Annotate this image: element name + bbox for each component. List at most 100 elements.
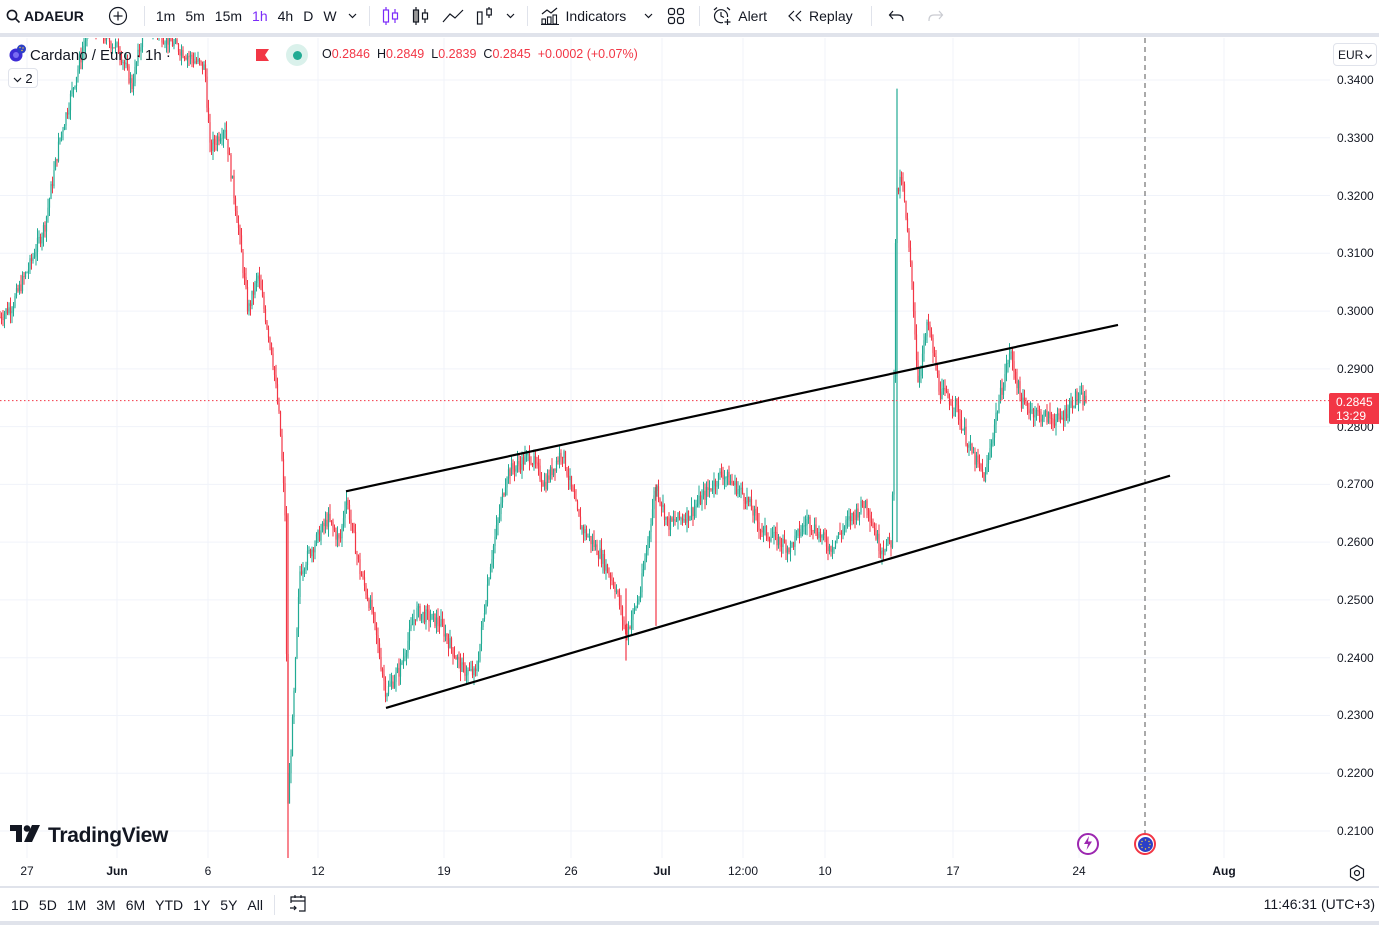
price-tick-label: 0.2100 — [1337, 824, 1374, 838]
interval-W[interactable]: W — [323, 8, 337, 24]
ohlc-value: 0.2839 — [438, 47, 477, 61]
price-tick-label: 0.2200 — [1337, 766, 1374, 781]
hollow-candles-button[interactable] — [406, 0, 436, 32]
ohlc-value: 0.2849 — [386, 47, 425, 61]
range-5y[interactable]: 5Y — [220, 896, 238, 913]
range-1m[interactable]: 1M — [66, 896, 87, 913]
candles-chart-type-button[interactable] — [376, 0, 406, 32]
toolbar-divider — [870, 6, 872, 26]
bars-icon — [476, 6, 494, 26]
time-tick-label: 27 — [20, 864, 34, 878]
range-all[interactable]: All — [247, 896, 263, 913]
line-chart-button[interactable] — [436, 0, 470, 32]
chevron-down-icon — [644, 11, 653, 22]
toolbar-divider — [368, 6, 370, 26]
price-tick-label: 0.3100 — [1337, 246, 1374, 261]
toolbar-divider — [273, 894, 275, 915]
range-1d[interactable]: 1D — [11, 896, 29, 913]
alert-button[interactable]: Alert — [706, 0, 773, 32]
ohlc-key: L — [431, 47, 439, 61]
rewind-icon — [787, 9, 803, 23]
layout-grid-icon — [667, 7, 685, 25]
price-tick-label: 0.3300 — [1337, 130, 1374, 145]
range-6m[interactable]: 6M — [125, 896, 146, 913]
price-tick-label: 0.2400 — [1337, 650, 1374, 665]
chart-type-dropdown-button[interactable] — [500, 0, 521, 32]
indicators-label: Indicators — [565, 8, 627, 24]
interval-1m[interactable]: 1m — [155, 8, 176, 24]
price-tick-label: 0.2600 — [1337, 535, 1374, 550]
undo-button[interactable] — [878, 0, 916, 32]
cardano-logo-icon — [8, 44, 26, 66]
time-tick-label: 19 — [437, 864, 451, 878]
legend-title[interactable]: Cardano / Euro · 1h · — [30, 46, 171, 64]
ohlc-values: O 0.2846 H 0.2849 L 0.2839 C 0.2845 +0.0002 (+0.… — [322, 47, 645, 61]
chart-canvas[interactable] — [0, 38, 1330, 858]
chevron-down-icon — [348, 11, 357, 22]
bars-chart-button[interactable] — [470, 0, 500, 32]
legend-collapse-button[interactable]: 2 — [8, 68, 38, 88]
price-tick-label: 0.3400 — [1337, 73, 1374, 87]
price-tick-label: 0.2700 — [1337, 477, 1374, 492]
watermark-text: TradingView — [48, 824, 169, 847]
top-toolbar: ADAEUR 1m 5m 15m 1h 4h D W Indi — [0, 0, 1379, 32]
symbol-search-button[interactable]: ADAEUR — [0, 0, 90, 32]
tradingview-watermark: TradingView — [10, 824, 168, 848]
tradingview-logo-icon — [10, 824, 48, 848]
redo-icon — [926, 9, 944, 23]
chevron-down-icon — [1365, 48, 1372, 62]
ohlc-key: C — [483, 47, 493, 61]
price-tick-label: 0.2300 — [1337, 708, 1374, 723]
redo-button[interactable] — [916, 0, 954, 32]
range-5d[interactable]: 5D — [38, 896, 57, 913]
bottom-toolbar: 1D 5D 1M 3M 6M YTD 1Y 5Y All — [0, 888, 1379, 921]
indicators-dropdown-button[interactable] — [632, 0, 661, 32]
time-tick-label: Jul — [653, 864, 671, 878]
flag-icon[interactable] — [256, 48, 269, 61]
eu-flag-icon — [1137, 836, 1153, 852]
price-axis[interactable]: 0.3400 0.3300 0.3200 0.3100 0.3000 0.2900 0.28… — [1330, 38, 1379, 858]
interval-15m[interactable]: 15m — [214, 8, 243, 24]
alert-label: Alert — [738, 8, 768, 24]
toolbar-divider — [143, 6, 145, 26]
toolbar-divider-bar — [0, 33, 1379, 37]
replay-label: Replay — [809, 8, 853, 24]
range-ytd[interactable]: YTD — [155, 896, 184, 913]
interval-dropdown-button[interactable] — [342, 0, 363, 32]
symbol-name: ADAEUR — [24, 8, 84, 24]
time-axis[interactable]: 27 Jun 6 12 19 26 Jul 12:00 10 17 24 Aug — [0, 858, 1379, 886]
time-tick-label: Aug — [1212, 864, 1236, 878]
ohlc-key: H — [376, 47, 386, 61]
go-to-date-button[interactable] — [283, 893, 313, 916]
price-tick-label: 0.3000 — [1337, 304, 1374, 319]
interval-4h[interactable]: 4h — [277, 8, 294, 24]
economic-event-marker[interactable] — [1134, 833, 1156, 855]
replay-button[interactable]: Replay — [781, 0, 859, 32]
ohlc-value: 0.2846 — [331, 47, 370, 61]
range-3m[interactable]: 3M — [96, 896, 116, 913]
chevron-down-icon — [506, 11, 515, 22]
date-range-list: 1D 5D 1M 3M 6M YTD 1Y 5Y All — [6, 897, 268, 913]
dividend-event-marker[interactable] — [1077, 833, 1099, 855]
interval-5m[interactable]: 5m — [185, 8, 205, 24]
price-tick-label: 0.2500 — [1337, 592, 1374, 607]
bar-countdown: 13:29 — [1336, 409, 1367, 423]
layout-templates-button[interactable] — [661, 0, 691, 32]
ohlc-key: O — [322, 47, 332, 61]
range-1y[interactable]: 1Y — [193, 896, 211, 913]
indicators-button[interactable]: Indicators — [534, 0, 633, 32]
indicators-icon — [540, 6, 560, 26]
hollow-candles-icon — [412, 6, 430, 26]
price-chart[interactable] — [0, 38, 1330, 858]
lightning-icon — [1083, 835, 1093, 853]
time-tick-label: 26 — [564, 864, 578, 878]
chart-settings-button[interactable] — [1348, 864, 1366, 882]
time-zone-clock[interactable]: 11:46:31 (UTC+3) — [1263, 896, 1375, 912]
interval-1h[interactable]: 1h — [252, 8, 268, 24]
compare-symbol-button[interactable] — [90, 0, 138, 32]
bottom-edge — [0, 921, 1379, 925]
interval-D[interactable]: D — [303, 8, 314, 24]
currency-select[interactable]: EUR — [1333, 43, 1377, 66]
alarm-clock-icon — [712, 6, 732, 26]
market-status-icon[interactable] — [286, 44, 308, 66]
